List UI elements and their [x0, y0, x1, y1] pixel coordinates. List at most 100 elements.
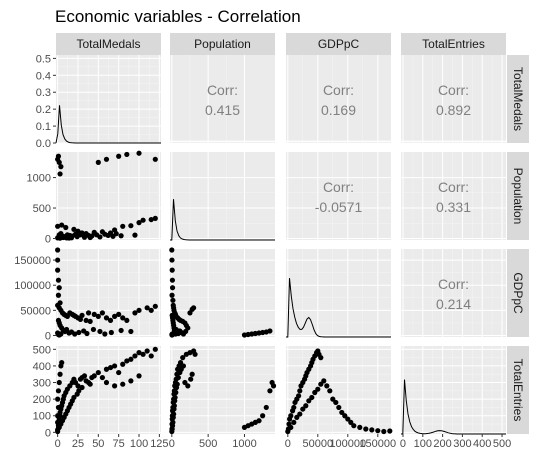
point-population_vs_totalmedals: [124, 151, 130, 158]
x-tick-label-totalmedals: 25: [72, 438, 84, 450]
point-totalentries_vs_totalmedals: [148, 353, 154, 359]
point-totalentries_vs_population: [189, 371, 195, 377]
point-gdppc_vs_totalmedals: [107, 317, 114, 324]
density-curve-population: [170, 199, 275, 241]
point-gdppc_vs_totalmedals: [148, 307, 154, 313]
point-totalentries_vs_gdppc: [309, 394, 315, 401]
point-totalentries_vs_population: [180, 363, 187, 369]
point-gdppc_vs_totalmedals: [58, 331, 64, 337]
y-tick-label-gdppc: 150000: [14, 255, 51, 267]
point-gdppc_vs_totalmedals: [72, 331, 78, 337]
point-totalentries_vs_totalmedals: [116, 369, 122, 376]
point-gdppc_vs_totalmedals: [84, 330, 90, 337]
y-tick-label-totalentries: 500: [33, 344, 51, 356]
point-gdppc_vs_population: [169, 267, 175, 273]
point-totalentries_vs_totalmedals: [99, 374, 105, 381]
point-gdppc_vs_totalmedals: [124, 317, 130, 324]
column-strip-totalentries: [401, 33, 506, 55]
point-gdppc_vs_totalmedals: [83, 317, 89, 324]
point-totalentries_vs_gdppc: [324, 383, 330, 389]
point-totalentries_vs_gdppc: [312, 389, 318, 396]
row-strip-label-population: Population: [511, 168, 525, 225]
corr-label-totalmedals-gdppc: Corr:: [323, 82, 354, 98]
y-tick-label-population: 1000: [27, 173, 51, 185]
point-gdppc_vs_totalmedals: [152, 303, 158, 309]
point-totalentries_vs_gdppc: [363, 426, 369, 432]
point-totalentries_vs_gdppc: [336, 404, 342, 411]
column-strip-totalmedals: [56, 33, 161, 55]
point-gdppc_vs_population: [169, 292, 175, 298]
point-gdppc_vs_totalmedals: [120, 315, 126, 321]
point-totalentries_vs_totalmedals: [55, 396, 61, 402]
point-gdppc_vs_population: [170, 297, 176, 303]
x-tick-label-gdppc: 100000: [329, 438, 366, 450]
y-tick-label-totalmedals: 0.2: [36, 104, 51, 116]
row-strip-label-totalentries: TotalEntries: [511, 359, 525, 422]
point-totalentries_vs_totalmedals: [57, 371, 63, 377]
point-gdppc_vs_totalmedals: [55, 277, 62, 283]
x-tick-label-totalentries: 0: [400, 438, 406, 450]
point-gdppc_vs_totalmedals: [112, 313, 118, 319]
point-gdppc_vs_totalmedals: [108, 329, 114, 336]
corr-value-totalmedals-gdppc: 0.169: [321, 102, 356, 118]
point-totalentries_vs_totalmedals: [152, 346, 158, 352]
point-gdppc_vs_totalmedals: [95, 313, 101, 319]
panel-totalentries-totalentries-background: [401, 346, 506, 434]
point-population_vs_totalmedals: [81, 234, 88, 240]
point-totalentries_vs_totalmedals: [55, 404, 62, 411]
point-gdppc_vs_population: [169, 285, 176, 291]
point-totalentries_vs_totalmedals: [55, 419, 61, 425]
density-curve-totalmedals: [55, 105, 161, 144]
point-totalentries_vs_totalmedals: [107, 364, 114, 371]
point-population_vs_totalmedals: [103, 156, 110, 162]
point-totalentries_vs_gdppc: [296, 393, 302, 399]
point-totalentries_vs_gdppc: [357, 424, 363, 430]
point-totalentries_vs_gdppc: [294, 414, 300, 420]
point-gdppc_vs_totalmedals: [91, 311, 97, 317]
point-population_vs_totalmedals: [148, 216, 154, 223]
point-totalentries_vs_gdppc: [318, 381, 324, 387]
point-gdppc_vs_population: [191, 305, 197, 311]
y-tick-label-gdppc: 0: [45, 330, 51, 342]
point-population_vs_totalmedals: [68, 235, 75, 241]
point-totalentries_vs_gdppc: [339, 409, 345, 416]
point-totalentries_vs_population: [188, 376, 194, 382]
point-totalentries_vs_population: [171, 411, 177, 417]
x-tick-label-population: 0: [169, 438, 175, 450]
point-totalentries_vs_gdppc: [291, 404, 297, 411]
x-tick-label-totalentries: 100: [414, 438, 432, 450]
panel-totalentries-gdppc-background: [286, 346, 391, 434]
corr-value-population-gdppc: -0.0571: [315, 199, 363, 215]
point-totalentries_vs_population: [267, 388, 273, 394]
x-tick-label-totalmedals: 125: [150, 438, 168, 450]
point-totalentries_vs_totalmedals: [120, 361, 126, 367]
point-gdppc_vs_totalmedals: [118, 327, 124, 334]
panel-totalmedals-population-background: [170, 55, 275, 143]
point-population_vs_totalmedals: [71, 226, 77, 232]
corr-label-gdppc-totalentries: Corr:: [438, 276, 469, 292]
point-totalentries_vs_gdppc: [342, 413, 348, 419]
panel-totalmedals-totalentries-background: [401, 55, 506, 143]
point-totalentries_vs_population: [256, 418, 262, 424]
point-totalentries_vs_totalmedals: [120, 381, 126, 387]
panel-gdppc-totalentries-background: [401, 249, 506, 337]
column-strip-label-totalentries: TotalEntries: [422, 37, 485, 51]
point-totalentries_vs_totalmedals: [112, 363, 118, 369]
corr-value-totalmedals-population: 0.415: [205, 102, 240, 118]
point-population_vs_totalmedals: [97, 234, 103, 240]
point-population_vs_totalmedals: [140, 217, 146, 223]
corr-value-population-totalentries: 0.331: [436, 199, 471, 215]
point-totalentries_vs_totalmedals: [79, 384, 85, 391]
x-tick-label-totalmedals: 75: [113, 438, 125, 450]
point-gdppc_vs_population: [169, 277, 175, 283]
point-totalentries_vs_population: [173, 389, 179, 396]
point-totalentries_vs_totalmedals: [71, 394, 77, 401]
point-totalentries_vs_totalmedals: [136, 350, 142, 356]
point-totalentries_vs_gdppc: [375, 428, 381, 434]
column-strip-label-totalmedals: TotalMedals: [76, 37, 140, 51]
row-strip-label-totalmedals: TotalMedals: [511, 67, 525, 131]
point-gdppc_vs_totalmedals: [144, 305, 150, 311]
column-strip-label-gdppc: GDPpC: [318, 37, 360, 51]
panel-population-population-background: [170, 152, 275, 240]
point-totalentries_vs_gdppc: [381, 428, 387, 435]
